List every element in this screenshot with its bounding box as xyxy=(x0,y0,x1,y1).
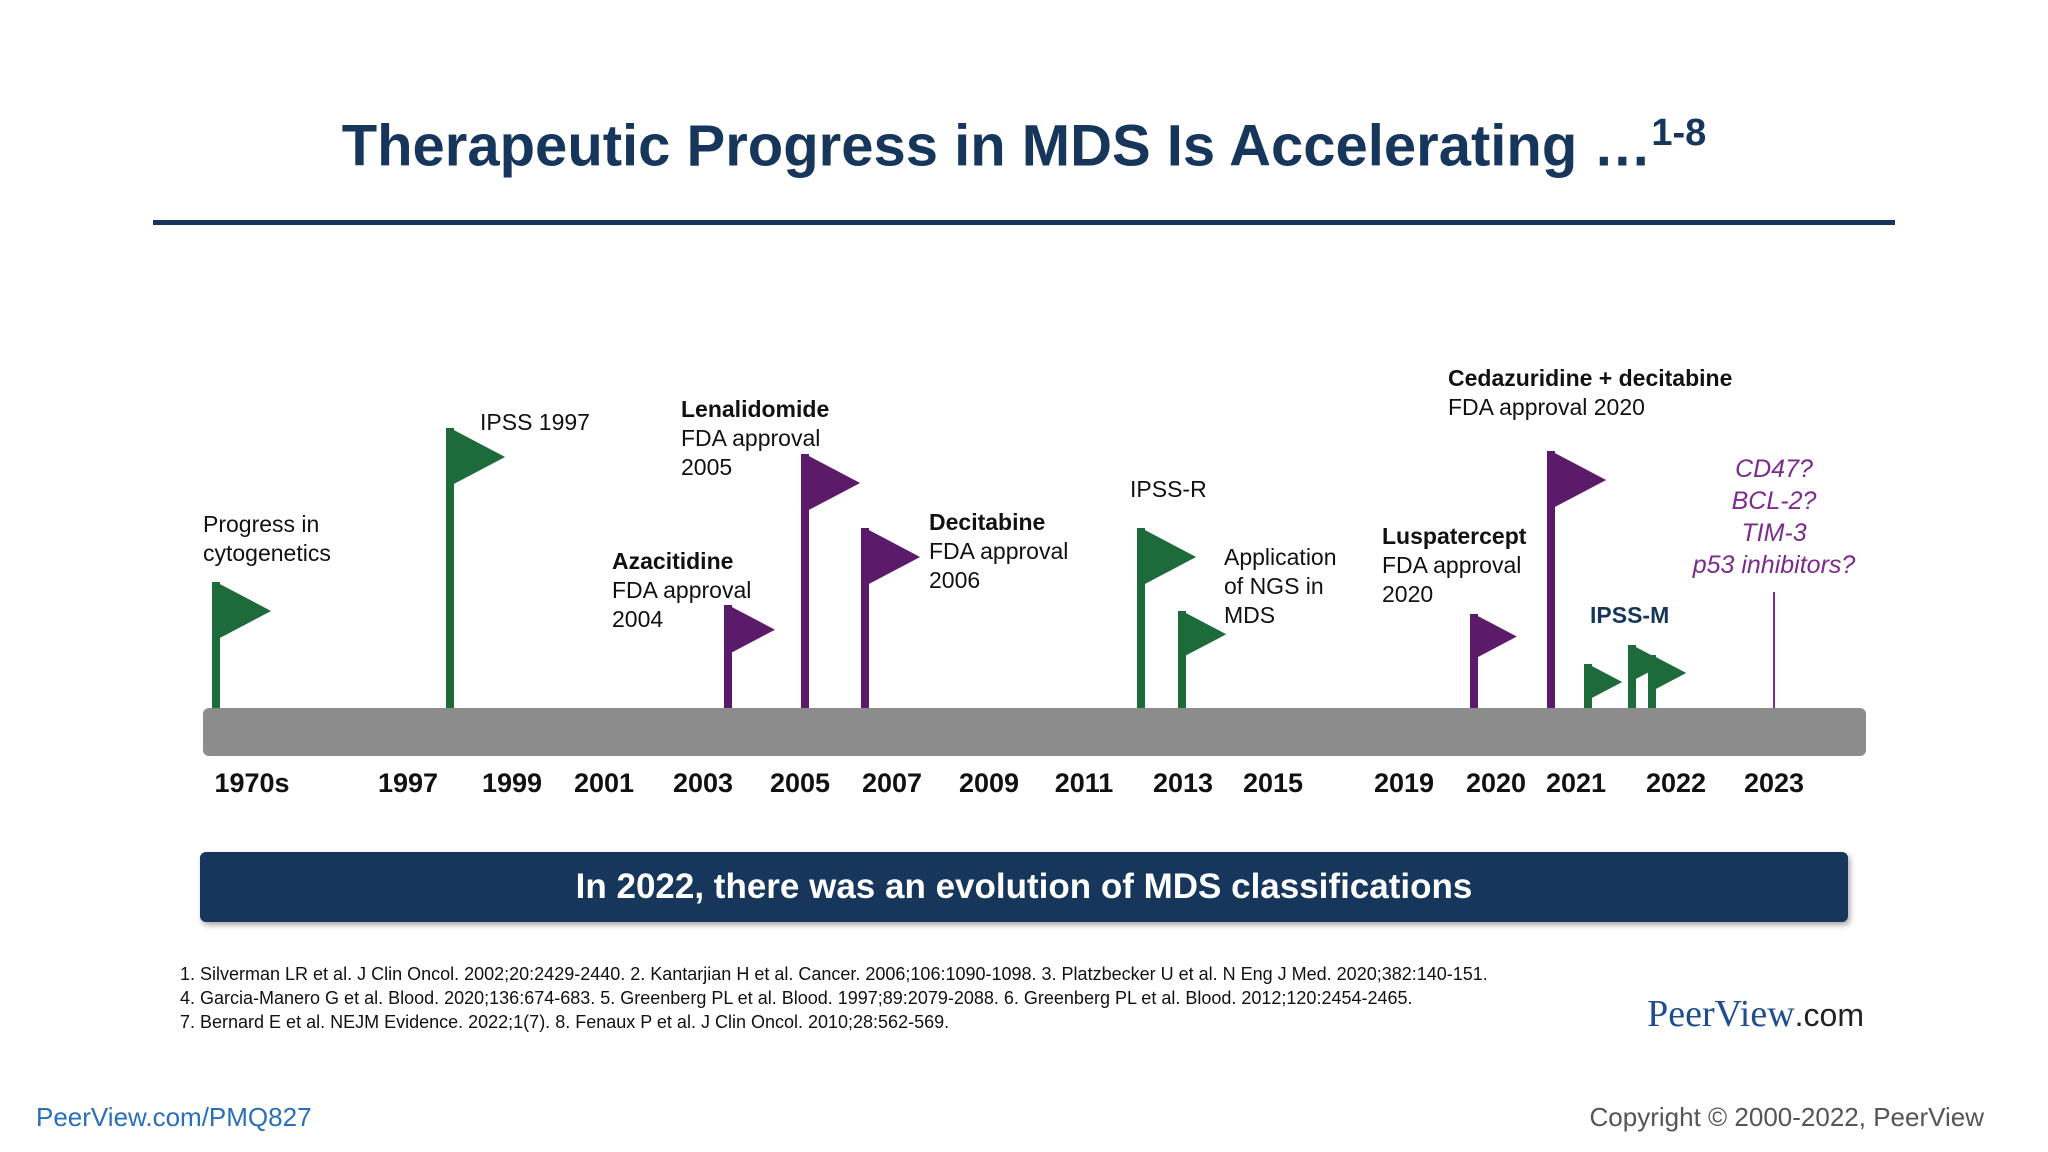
flag-ngs-pole xyxy=(1178,611,1186,708)
year-label: 2003 xyxy=(672,768,734,798)
year-label: 2022 xyxy=(1645,768,1707,798)
flag-ipss-1997-pole xyxy=(446,428,454,708)
label-decitabine: Decitabine FDA approval 2006 xyxy=(929,509,1069,593)
year-label: 2007 xyxy=(861,768,923,798)
reference-line: 7. Bernard E et al. NEJM Evidence. 2022;… xyxy=(180,1012,950,1032)
flag-ipss-m-3 xyxy=(1652,655,1687,691)
label-ngs: Application of NGS in MDS xyxy=(1224,544,1337,628)
year-label: 2021 xyxy=(1545,768,1607,798)
flag-lenalidomide-pole xyxy=(801,454,809,708)
flag-ngs xyxy=(1182,611,1227,658)
year-label: 2001 xyxy=(573,768,635,798)
label-lenalidomide: Lenalidomide FDA approval 2005 xyxy=(681,396,830,480)
flag-azacitidine xyxy=(728,605,775,655)
year-label: 2011 xyxy=(1054,768,1114,798)
timeline-bar xyxy=(203,708,1866,756)
footer-link[interactable]: PeerView.com/PMQ827 xyxy=(36,1102,312,1132)
year-label: 2013 xyxy=(1152,768,1214,798)
label-ipss-r: IPSS-R xyxy=(1130,476,1207,502)
year-label: 2023 xyxy=(1743,768,1805,798)
year-label: 2009 xyxy=(958,768,1020,798)
label-luspatercept: Luspatercept FDA approval 2020 xyxy=(1382,523,1527,607)
flag-ipss-r-pole xyxy=(1137,528,1145,708)
label-ipss-m: IPSS-M xyxy=(1590,602,1670,628)
year-label: 1997 xyxy=(377,768,439,798)
year-label: 2020 xyxy=(1465,768,1527,798)
flag-cedazuridine-pole xyxy=(1547,451,1555,708)
peerview-logo: PeerView.com xyxy=(1647,993,1864,1035)
flag-cytogenetics-pole xyxy=(212,582,220,708)
flag-ipss-m-1 xyxy=(1588,664,1623,700)
label-future-targets: CD47? BCL-2? TIM-3 p53 inhibitors? xyxy=(1692,455,1856,579)
year-label: 1970s xyxy=(214,768,290,798)
flag-luspatercept-pole xyxy=(1470,614,1478,708)
reference-line: 4. Garcia-Manero G et al. Blood. 2020;13… xyxy=(180,988,1413,1008)
flag-ipss-1997 xyxy=(450,428,506,486)
flag-decitabine xyxy=(865,528,921,586)
label-cytogenetics: Progress in cytogenetics xyxy=(203,511,331,566)
references: 1. Silverman LR et al. J Clin Oncol. 200… xyxy=(180,962,1488,1034)
classification-banner: In 2022, there was an evolution of MDS c… xyxy=(200,852,1848,922)
flag-cedazuridine xyxy=(1551,451,1607,509)
label-cedazuridine: Cedazuridine + decitabine FDA approval 20… xyxy=(1448,365,1733,420)
reference-line: 1. Silverman LR et al. J Clin Oncol. 200… xyxy=(180,964,1488,984)
flag-cytogenetics xyxy=(216,582,272,640)
year-label: 1999 xyxy=(481,768,543,798)
flag-decitabine-pole xyxy=(861,528,869,708)
label-azacitidine: Azacitidine FDA approval 2004 xyxy=(612,548,752,632)
flag-ipss-r xyxy=(1141,528,1197,586)
flag-lenalidomide xyxy=(805,454,861,512)
footer-copyright: Copyright © 2000-2022, PeerView xyxy=(1589,1102,1984,1132)
flag-luspatercept xyxy=(1474,614,1517,660)
year-label: 2019 xyxy=(1373,768,1435,798)
year-label: 2005 xyxy=(769,768,831,798)
label-ipss: IPSS 1997 xyxy=(480,409,590,435)
slide-title: Therapeutic Progress in MDS Is Accelerat… xyxy=(341,112,1707,179)
flag-azacitidine-pole xyxy=(724,605,732,708)
year-label: 2015 xyxy=(1242,768,1304,798)
title-divider xyxy=(153,220,1895,225)
